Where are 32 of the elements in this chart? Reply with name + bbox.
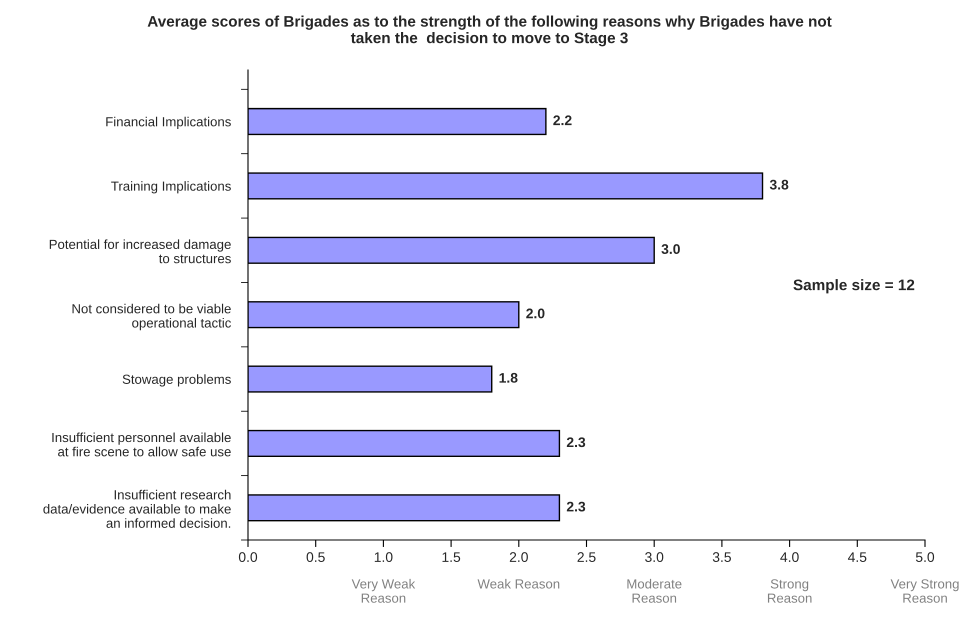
data-label: 2.3 <box>566 437 586 448</box>
data-label: 3.8 <box>770 180 788 190</box>
y-tick-label: Financial Implications <box>106 116 231 130</box>
x-tick-label: 4.5 <box>848 552 866 562</box>
text: Very Strong Reason <box>890 579 959 603</box>
y-tick-label: Insufficient research data/evidence available to make an informed decision. <box>43 490 231 528</box>
x-tick-label: 1.5 <box>442 552 460 562</box>
data-label: 2.0 <box>526 308 544 318</box>
x-tick-label: 4.0 <box>780 552 799 562</box>
x-tick-label: 2.5 <box>578 552 596 562</box>
data-label: 2.2 <box>553 115 572 126</box>
chart-title: Average scores of Brigades as to the strength of the following reasons why Brigades have not taken the decision to move to Stage 3 <box>148 16 832 46</box>
y-tick-label: Potential for increased damage to structures <box>50 239 231 264</box>
x-tick-label: 5.0 <box>916 552 934 562</box>
text: Weak Reason <box>478 578 560 589</box>
x-tick-label: 1.0 <box>374 552 393 562</box>
x-tick-label: 3.0 <box>645 552 664 562</box>
y-tick-label: Stowage problems <box>122 374 231 387</box>
data-label: 2.3 <box>566 502 586 512</box>
text: Moderate Reason <box>627 578 682 603</box>
x-tick-label: 3.5 <box>712 552 731 562</box>
annotation: Sample size = 12 <box>793 279 914 294</box>
x-tick-label: 2.0 <box>510 552 528 562</box>
x-tick-label: 0.0 <box>238 552 258 562</box>
y-tick-label: Not considered to be viable operational tactic <box>72 304 231 330</box>
y-tick-label: Insufficient personnel available at fire scene to allow safe use <box>52 432 231 456</box>
y-tick-label: Training Implications <box>111 181 231 194</box>
data-label: 1.8 <box>500 372 518 383</box>
data-label: 3.0 <box>661 244 680 254</box>
x-tick-label: 0.5 <box>306 552 325 562</box>
text: Strong Reason <box>768 579 812 603</box>
text: Very Weak Reason <box>352 578 416 603</box>
